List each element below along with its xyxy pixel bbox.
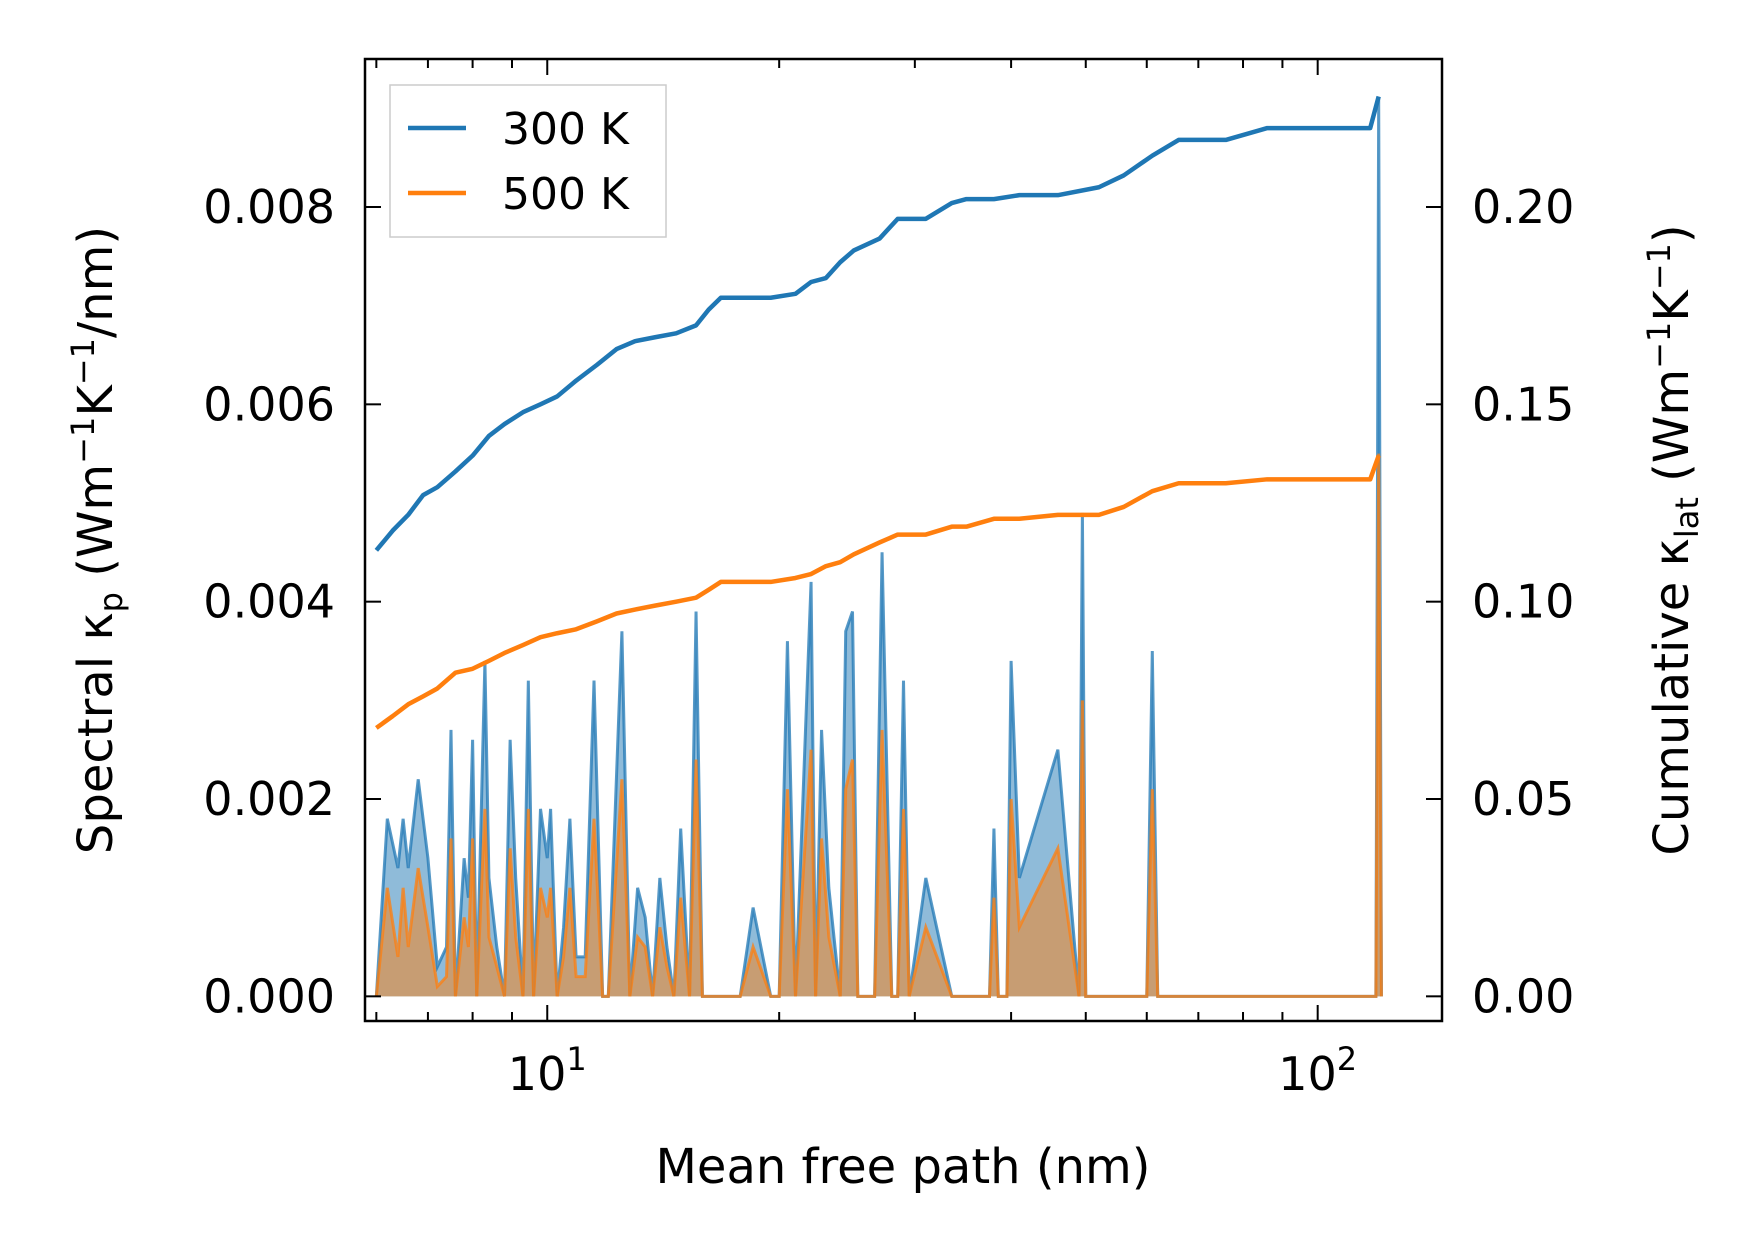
- x-tick-label: 101: [508, 1040, 587, 1101]
- legend-label-300k: 300 K: [502, 104, 630, 155]
- spectral-line-500k: [374, 453, 1383, 998]
- x-tick-label-base: 10: [508, 1047, 567, 1101]
- y-left-title-close: /nm): [68, 226, 124, 338]
- y-right-tick-label: 0.15: [1472, 377, 1574, 431]
- x-tick-label-exp: 2: [1337, 1040, 1357, 1078]
- y-left-tick-label: 0.000: [203, 969, 335, 1023]
- legend-frame: [389, 84, 667, 238]
- cumulative-line-500k: [375, 454, 1381, 730]
- ticks-layer: 101 1020.0000.0020.0040.0060.0080.000.050…: [203, 59, 1574, 1101]
- y-right-tick-label: 0.10: [1472, 575, 1574, 629]
- y-left-title-prefix: Spectral κ: [68, 612, 124, 854]
- plot-frame: [363, 57, 1444, 1023]
- y-right-axis-title: Cumulative κlat (Wm−1K−1): [1640, 224, 1706, 855]
- series-layer: [374, 95, 1383, 998]
- x-tick-label-exp: 1: [566, 1040, 586, 1078]
- x-tick-label-base: 10: [1278, 1047, 1337, 1101]
- y-right-title-mid: K: [1644, 289, 1700, 322]
- y-left-axis-title: Spectral κp (Wm−1K−1/nm): [64, 226, 130, 854]
- y-left-title-sup1: −1: [64, 417, 102, 464]
- y-right-title-close: ): [1644, 224, 1700, 243]
- cumulative-line-300k: [374, 95, 1381, 552]
- y-left-tick-label: 0.008: [203, 180, 335, 234]
- y-right-tick-label: 0.20: [1472, 180, 1574, 234]
- y-left-tick-label: 0.006: [203, 377, 335, 431]
- x-tick-label: 102: [1278, 1040, 1357, 1101]
- y-right-title-sub: lat: [1668, 497, 1706, 538]
- y-right-title-open: (Wm: [1644, 369, 1700, 497]
- y-right-title-prefix: Cumulative κ: [1644, 538, 1700, 856]
- y-right-title-sup1: −1: [1640, 322, 1678, 369]
- y-left-tick-label: 0.004: [203, 575, 335, 629]
- y-left-title-sub: p: [92, 592, 130, 612]
- y-right-tick-label: 0.05: [1472, 772, 1574, 826]
- legend-label-500k: 500 K: [502, 169, 630, 220]
- y-right-title-sup2: −1: [1640, 243, 1678, 290]
- y-left-title-open: (Wm: [68, 464, 124, 592]
- x-axis-title: Mean free path (nm): [656, 1139, 1151, 1195]
- y-left-title-sup2: −1: [64, 338, 102, 385]
- y-left-tick-label: 0.002: [203, 772, 335, 826]
- y-right-tick-label: 0.00: [1472, 969, 1574, 1023]
- y-left-title-mid: K: [68, 384, 124, 417]
- legend: 300 K 500 K: [389, 84, 667, 238]
